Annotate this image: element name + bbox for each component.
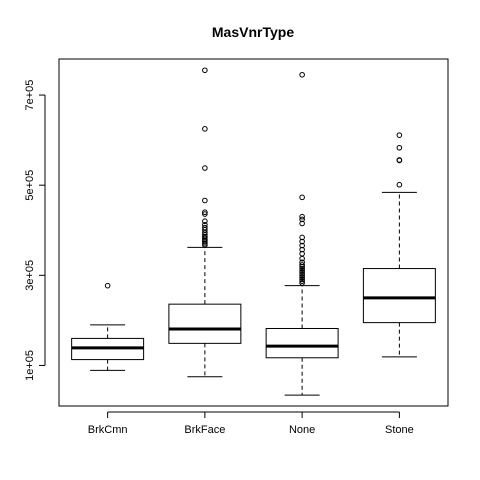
outlier-point bbox=[396, 144, 403, 151]
outlier-point bbox=[299, 216, 305, 223]
outlier-point bbox=[299, 259, 305, 266]
y-tick-label: 1e+05 bbox=[24, 350, 36, 381]
outlier-point bbox=[299, 220, 305, 227]
plot-frame bbox=[58, 58, 449, 407]
outlier-point bbox=[396, 157, 403, 163]
x-tick-label: None bbox=[289, 424, 315, 436]
outlier-point bbox=[299, 194, 305, 201]
x-tick-label: BrkFace bbox=[184, 424, 225, 436]
box-brkcmn bbox=[71, 282, 145, 371]
x-tick-label: BrkCmn bbox=[88, 424, 128, 436]
box-none bbox=[265, 71, 339, 396]
outlier-point bbox=[299, 272, 305, 279]
outlier-point bbox=[202, 218, 208, 225]
outlier-point bbox=[299, 274, 305, 281]
outlier-point bbox=[299, 262, 305, 268]
outlier-point bbox=[299, 238, 305, 245]
outlier-point bbox=[202, 197, 208, 204]
outlier-point bbox=[202, 222, 208, 228]
outlier-point bbox=[202, 67, 208, 74]
outlier-point bbox=[299, 276, 305, 283]
outlier-point bbox=[202, 165, 208, 171]
box-brkface bbox=[168, 67, 242, 378]
outlier-point bbox=[299, 280, 305, 286]
outlier-point bbox=[299, 213, 305, 220]
outlier-point bbox=[299, 265, 305, 272]
y-tick-label: 5e+05 bbox=[24, 170, 36, 201]
outlier-point bbox=[202, 126, 208, 132]
outlier-point bbox=[202, 224, 208, 231]
outlier-point bbox=[299, 267, 305, 274]
outlier-point bbox=[202, 209, 208, 216]
outlier-point bbox=[202, 211, 208, 217]
outlier-point bbox=[299, 242, 305, 249]
iqr-box bbox=[265, 327, 339, 359]
y-tick-label: 3e+05 bbox=[24, 260, 36, 291]
box-stone bbox=[362, 132, 436, 358]
outlier-point bbox=[396, 132, 403, 138]
chart-title: MasVnrType bbox=[212, 24, 294, 40]
outlier-point bbox=[396, 181, 403, 188]
outlier-point bbox=[299, 246, 305, 253]
outlier-point bbox=[299, 271, 305, 277]
outlier-point bbox=[299, 71, 305, 78]
iqr-box bbox=[362, 268, 436, 324]
y-tick-label: 7e+05 bbox=[24, 80, 36, 111]
outlier-point bbox=[104, 282, 111, 289]
outlier-point bbox=[299, 278, 305, 284]
y-axis: 1e+05 3e+05 5e+05 7e+05 bbox=[24, 80, 46, 381]
x-tick-label: Stone bbox=[385, 424, 414, 436]
outlier-point bbox=[299, 250, 305, 257]
x-axis: BrkCmn BrkFace None Stone bbox=[88, 411, 414, 436]
box-series bbox=[71, 67, 436, 396]
outlier-point bbox=[202, 233, 208, 240]
iqr-box bbox=[168, 303, 242, 344]
outlier-point bbox=[299, 269, 305, 275]
outlier-point bbox=[299, 234, 305, 241]
